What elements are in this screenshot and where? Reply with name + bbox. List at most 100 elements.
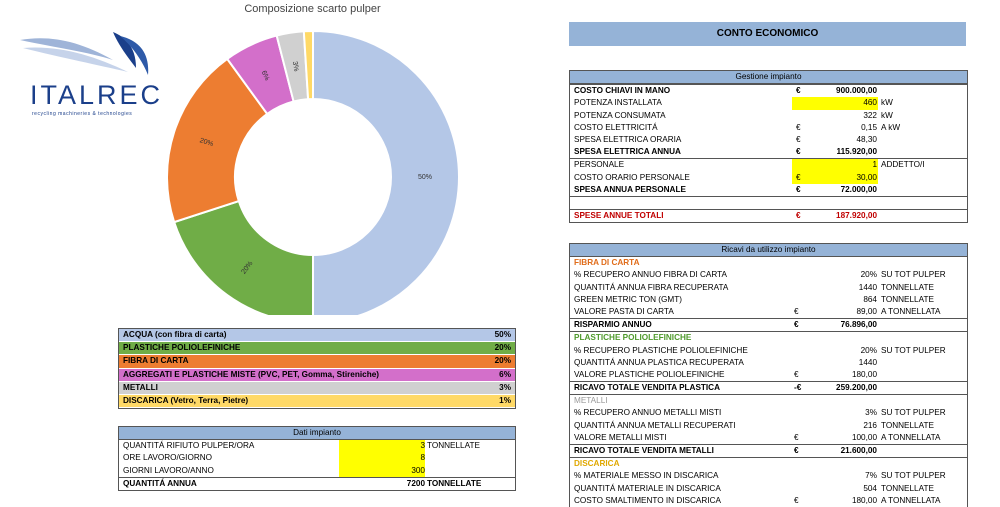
ricavi-unit: TONNELLATE: [881, 294, 934, 304]
dati-row: GIORNI LAVORO/ANNO 300: [119, 464, 515, 477]
ricavi-label: % RECUPERO ANNUO FIBRA DI CARTA: [574, 270, 728, 280]
totale-label: SPESE ANNUE TOTALI: [574, 210, 664, 220]
ricavi-unit: SU TOT PULPER: [881, 471, 946, 481]
ricavi-label: VALORE METALLI MISTI: [574, 432, 667, 442]
gestione-label: SPESA ELETTRICA ORARIA: [574, 134, 682, 144]
gestione-value: 115.920,00: [836, 147, 877, 157]
legend-label: METALLI: [123, 382, 158, 392]
ricavi-unit: A TONNELLATA: [881, 432, 941, 442]
ricavi-value: 180,00: [851, 495, 877, 505]
ricavi-label: COSTO SMALTIMENTO IN DISCARICA: [574, 495, 721, 505]
ricavi-header: Ricavi da utilizzo impianto: [570, 244, 967, 258]
legend-label: DISCARICA (Vetro, Terra, Pietre): [123, 395, 249, 405]
ricavi-currency: €: [794, 432, 799, 442]
legend-value: 1%: [499, 395, 511, 405]
donut-chart: 50%20%20%6%3%: [166, 29, 460, 315]
gestione-impianto-table: Gestione impianto COSTO CHIAVI IN MANO €9…: [569, 70, 968, 224]
gestione-label: COSTO ELETTRICITÁ: [574, 122, 658, 132]
gestione-unit: ADDETTO/I: [881, 160, 925, 170]
gestione-currency: €: [796, 147, 801, 157]
gestione-unit: kW: [881, 110, 893, 120]
ricavi-unit: TONNELLATE: [881, 282, 934, 292]
ricavi-value: 21.600,00: [840, 446, 877, 455]
gestione-label: POTENZA CONSUMATA: [574, 110, 666, 120]
ricavi-row: % MATERIALE MESSO IN DISCARICA 7% SU TOT P…: [570, 470, 967, 482]
ricavi-label: QUANTITÁ ANNUA METALLI RECUPERATI: [574, 420, 736, 430]
donut-slice: [172, 199, 314, 315]
ricavi-value: 216: [863, 420, 877, 430]
gestione-row: COSTO CHIAVI IN MANO €900.000,00: [570, 84, 967, 97]
donut-slice-label: 50%: [418, 174, 432, 181]
ricavi-value: 3%: [865, 408, 877, 418]
ricavi-value: 1440: [858, 282, 877, 292]
legend-label: FIBRA DI CARTA: [123, 356, 189, 366]
ricavi-section-title: PLASTICHE POLIOLEFINICHE: [574, 333, 692, 343]
ricavi-row: QUANTITÁ ANNUA METALLI RECUPERATI 216 TONN…: [570, 420, 967, 432]
ricavi-value: 1440: [858, 357, 877, 367]
donut-slice: [166, 57, 269, 224]
italrec-logo: ITALREC recycling machineries & technolo…: [18, 30, 160, 120]
gestione-value: 48,30: [856, 134, 878, 144]
gestione-impianto-header: Gestione impianto: [570, 71, 967, 85]
gestione-unit: kW: [881, 98, 893, 108]
ricavi-section-plastiche: PLASTICHE POLIOLEFINICHE: [570, 331, 967, 344]
dati-value: 8: [420, 453, 425, 463]
ricavi-currency: -€: [794, 383, 802, 393]
gestione-label: SPESA ANNUA PERSONALE: [574, 184, 686, 194]
dati-value: 300: [411, 465, 425, 475]
chart-title: Composizione scarto pulper: [244, 3, 381, 15]
gestione-value: 72.000,00: [840, 184, 877, 194]
ricavi-currency: €: [794, 495, 799, 505]
legend-value: 20%: [494, 356, 511, 366]
dati-row: QUANTITÁ RIFIUTO PULPER/ORA 3 TONNELLATE: [119, 440, 515, 453]
conto-economico-title: CONTO ECONOMICO: [569, 22, 966, 46]
gestione-label: COSTO ORARIO PERSONALE: [574, 172, 690, 182]
ricavi-value: 20%: [860, 270, 877, 280]
dati-label: QUANTITÁ RIFIUTO PULPER/ORA: [123, 441, 255, 451]
legend-label: AGGREGATI E PLASTICHE MISTE (PVC, PET, G…: [123, 369, 379, 379]
legend-value: 20%: [494, 343, 511, 353]
gestione-value: 322: [863, 110, 877, 120]
legend-row: ACQUA (con fibra di carta) 50%: [119, 329, 515, 343]
ricavi-value: 864: [863, 294, 877, 304]
ricavi-section-discarica: DISCARICA: [570, 457, 967, 470]
ricavi-row: VALORE METALLI MISTI €100,00 A TONNELLATA: [570, 432, 967, 444]
gestione-value: 30,00: [856, 172, 878, 182]
ricavi-label: % RECUPERO ANNUO METALLI MISTI: [574, 408, 722, 418]
ricavi-unit: TONNELLATE: [881, 483, 934, 493]
ricavi-section-metalli: METALLI: [570, 394, 967, 407]
ricavi-label: VALORE PASTA DI CARTA: [574, 306, 674, 316]
legend-row: DISCARICA (Vetro, Terra, Pietre) 1%: [119, 394, 515, 409]
composition-legend-table: ACQUA (con fibra di carta) 50% PLASTICHE P…: [118, 328, 516, 410]
gestione-row: SPESA ELETTRICA ORARIA €48,30: [570, 134, 967, 146]
input-highlight: [792, 159, 878, 172]
spacer: [570, 197, 967, 209]
gestione-label: COSTO CHIAVI IN MANO: [574, 86, 671, 96]
ricavi-value: 7%: [865, 471, 877, 481]
ricavi-section-title: FIBRA DI CARTA: [574, 258, 640, 268]
ricavi-label: RISPARMIO ANNUO: [574, 320, 652, 330]
legend-value: 50%: [494, 330, 511, 339]
legend-value: 3%: [499, 382, 511, 392]
legend-label: ACQUA (con fibra di carta): [123, 330, 227, 339]
ricavi-value: 259.200,00: [836, 383, 877, 393]
ricavi-value: 76.896,00: [840, 320, 877, 330]
gestione-row: COSTO ELETTRICITÁ €0,15 A kW: [570, 122, 967, 134]
gestione-currency: €: [796, 184, 801, 194]
ricavi-currency: €: [794, 320, 799, 330]
dati-impianto-table: Dati impianto QUANTITÁ RIFIUTO PULPER/OR…: [118, 426, 516, 491]
dati-label: ORE LAVORO/GIORNO: [123, 453, 213, 463]
ricavi-table: Ricavi da utilizzo impianto FIBRA DI CAR…: [569, 243, 968, 507]
gestione-row: SPESA ANNUA PERSONALE €72.000,00: [570, 184, 967, 197]
ricavi-section-title: DISCARICA: [574, 459, 620, 469]
ricavi-row: % RECUPERO PLASTICHE POLIOLEFINICHE 20% SU…: [570, 345, 967, 357]
ricavi-unit: TONNELLATE: [881, 420, 934, 430]
ricavi-label: QUANTITÁ ANNUA FIBRA RECUPERATA: [574, 282, 729, 292]
donut-slice: [312, 29, 460, 315]
ricavi-currency: €: [794, 446, 799, 455]
gestione-row: PERSONALE 1 ADDETTO/I: [570, 158, 967, 172]
legend-row: FIBRA DI CARTA 20%: [119, 355, 515, 369]
gestione-value: 1: [872, 160, 877, 170]
ricavi-row: GREEN METRIC TON (GMT) 864 TONNELLATE: [570, 294, 967, 306]
logo-swoosh-icon: [20, 32, 149, 75]
